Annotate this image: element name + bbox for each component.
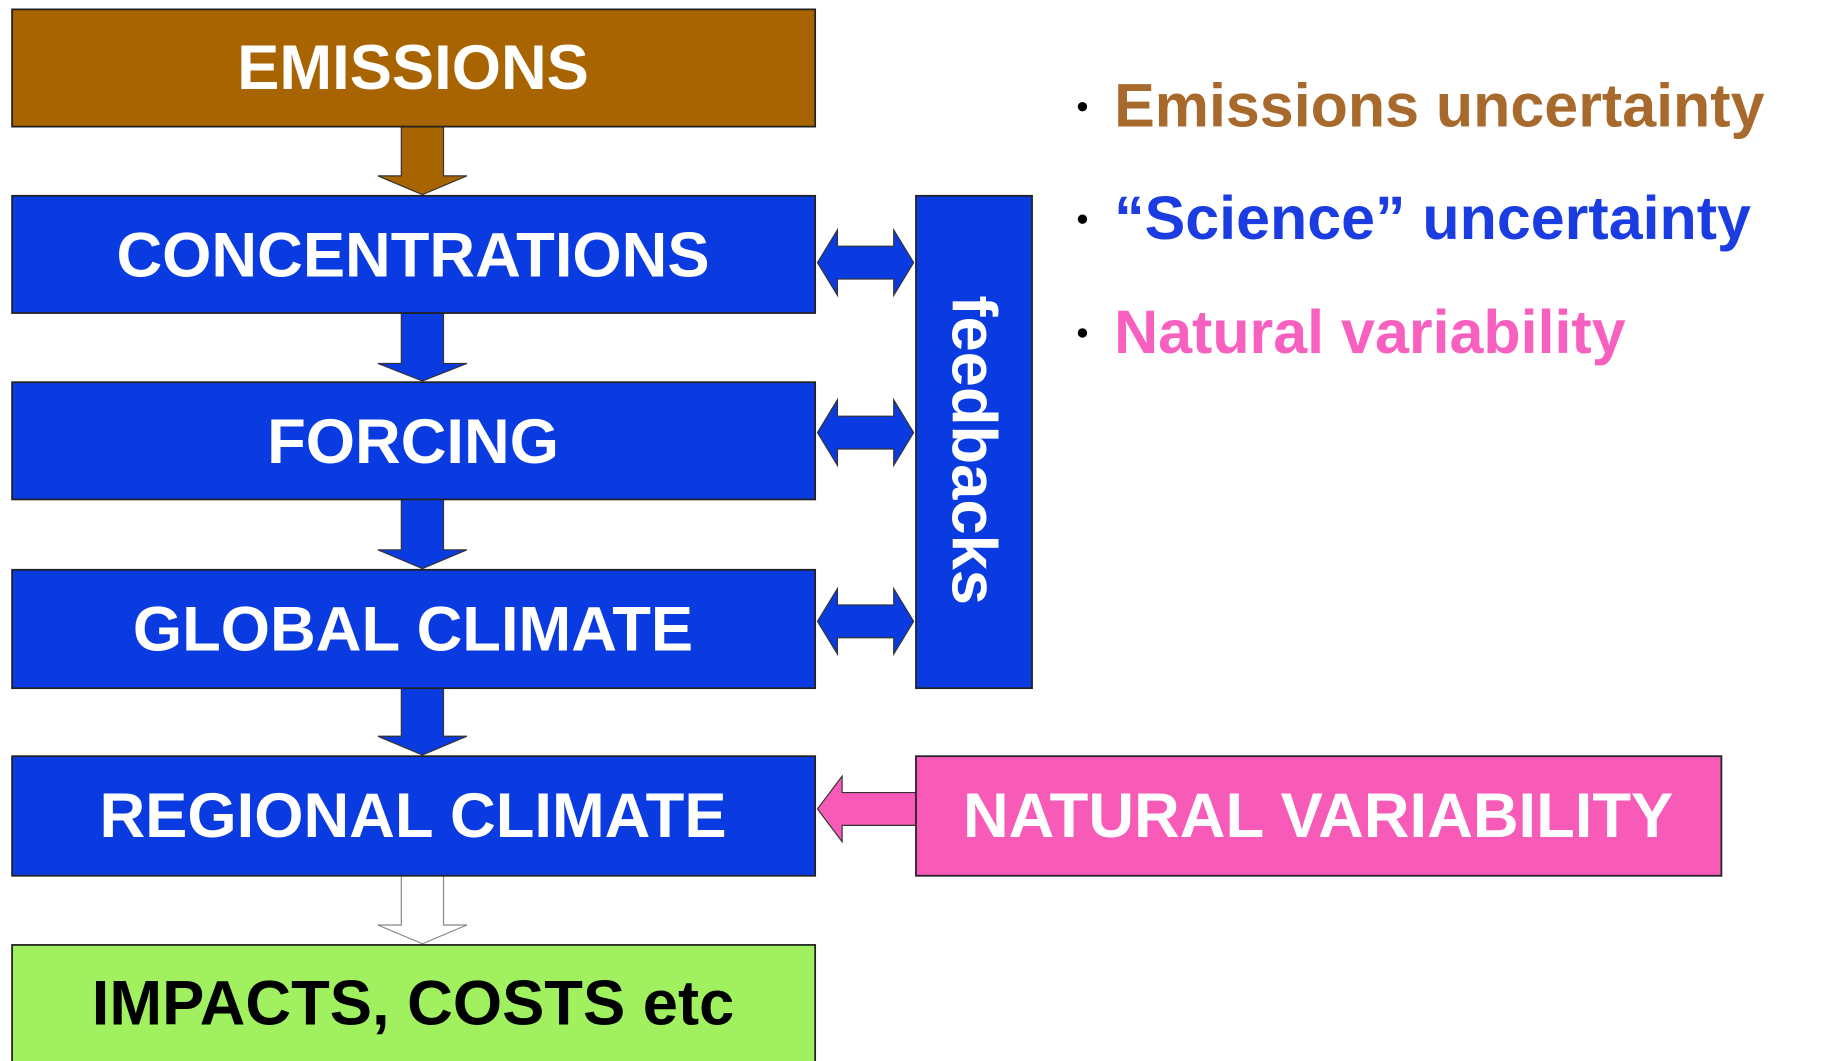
arrow — [377, 498, 468, 570]
bullet — [1077, 328, 1088, 338]
regional-climate-box — [11, 755, 817, 877]
arrow — [377, 687, 468, 756]
box-label: EMISSIONS — [237, 33, 589, 103]
bullet — [1077, 101, 1088, 112]
double-arrow — [816, 586, 915, 657]
feedback-arrows — [816, 227, 915, 657]
double-arrow — [816, 227, 915, 298]
concentrations-box — [11, 194, 817, 314]
bullet-text: “Science” uncertainty — [1114, 184, 1751, 252]
feedbacks-label: feedbacks — [938, 295, 1008, 605]
box-label: NATURAL VARIABILITY — [963, 781, 1673, 851]
emissions-box — [11, 8, 817, 128]
bullet-text: Emissions uncertainty — [1114, 72, 1764, 140]
box-label: REGIONAL CLIMATE — [99, 781, 726, 851]
arrow — [377, 875, 468, 945]
feedbacks-box — [915, 194, 1033, 690]
bullet — [1077, 214, 1088, 224]
forcing-box — [11, 381, 817, 501]
natural-variability-box — [915, 755, 1723, 877]
box-label: GLOBAL CLIMATE — [133, 595, 693, 665]
arrow — [377, 126, 468, 196]
bullet-list: Emissions uncertainty “Science” uncertai… — [1077, 72, 1765, 366]
impacts-box — [11, 944, 817, 1061]
bullet-text: Natural variability — [1114, 298, 1626, 366]
variability-arrow — [816, 774, 917, 844]
box-label: IMPACTS, COSTS etc — [92, 969, 734, 1039]
box-label: CONCENTRATIONS — [116, 221, 709, 291]
global-climate-box — [11, 568, 817, 690]
arrow — [377, 312, 468, 382]
box-label: FORCING — [267, 407, 559, 477]
double-arrow — [816, 397, 915, 468]
flow-arrows — [377, 126, 468, 945]
